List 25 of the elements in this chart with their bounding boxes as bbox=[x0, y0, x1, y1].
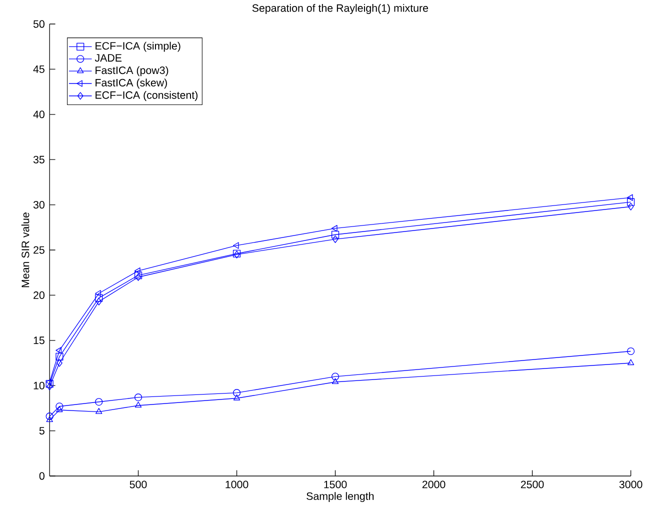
legend-label: FastICA (pow3) bbox=[96, 66, 168, 76]
x-tick-label: 2000 bbox=[422, 480, 446, 488]
y-tick-label: 25 bbox=[34, 246, 44, 254]
x-tick-label: 1500 bbox=[324, 480, 347, 488]
legend-label: ECF−ICA (simple) bbox=[96, 42, 180, 52]
y-tick-label: 30 bbox=[33, 201, 44, 209]
y-tick-label: 0 bbox=[39, 472, 44, 480]
y-tick-label: 40 bbox=[33, 110, 44, 118]
y-tick-label: 5 bbox=[39, 427, 44, 435]
y-tick-label: 50 bbox=[33, 20, 44, 28]
legend-label: ECF−ICA (consistent) bbox=[96, 91, 198, 101]
y-tick-label: 20 bbox=[34, 291, 44, 299]
legend-label: JADE bbox=[94, 54, 122, 62]
x-tick-label: 3000 bbox=[619, 480, 642, 488]
x-axis-title: Sample length bbox=[306, 492, 374, 502]
y-axis-title: Mean SIR value bbox=[21, 212, 30, 288]
x-tick-label: 500 bbox=[130, 480, 147, 488]
legend-label: FastICA (skew) bbox=[96, 78, 167, 89]
y-tick-label: 45 bbox=[33, 65, 44, 73]
x-tick-label: 2500 bbox=[520, 480, 544, 488]
chart-title: Separation of the Rayleigh(1) mixture bbox=[252, 4, 428, 14]
y-tick-label: 10 bbox=[34, 382, 44, 390]
y-tick-label: 15 bbox=[34, 336, 44, 344]
x-tick-label: 1000 bbox=[226, 480, 248, 488]
y-tick-label: 35 bbox=[33, 156, 44, 164]
